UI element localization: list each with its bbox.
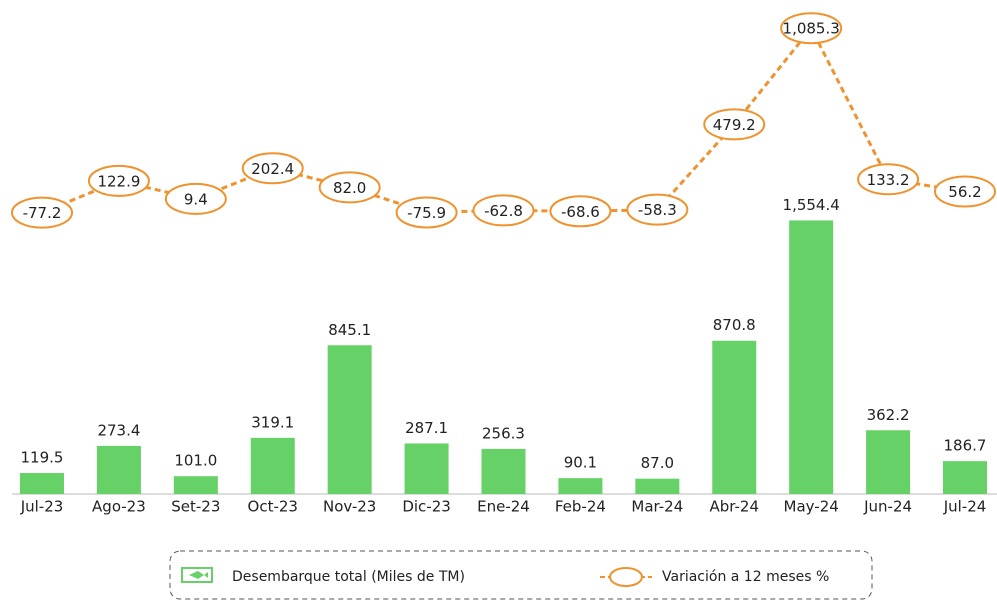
- bar-value-label: 362.2: [867, 406, 910, 424]
- bar-value-label: 845.1: [328, 321, 371, 339]
- legend-label: Desembarque total (Miles de TM): [232, 569, 465, 585]
- point-badge: [472, 194, 535, 227]
- point-badge: [934, 175, 996, 208]
- legend-box: [169, 550, 873, 600]
- point-badge: [857, 163, 920, 196]
- x-tick-label: Feb-24: [555, 498, 606, 516]
- bar-value-label: 90.1: [564, 454, 597, 472]
- bar: [20, 472, 64, 494]
- bar: [250, 437, 295, 494]
- bar-value-label: 1,554.4: [783, 196, 840, 214]
- x-tick-label: Jun-24: [863, 498, 912, 516]
- legend-fish-icon: [189, 571, 208, 579]
- point-badge: [626, 193, 689, 226]
- bar-value-label: 319.1: [251, 413, 294, 431]
- bar: [789, 220, 834, 494]
- x-tick-label: Oct-23: [248, 498, 298, 516]
- line-value-label: -75.9: [407, 204, 446, 222]
- point-badge: [164, 182, 227, 215]
- bar-value-label: 256.3: [482, 424, 525, 442]
- line-value-label: 56.2: [948, 183, 981, 201]
- legend-badge: [609, 567, 643, 587]
- bar: [481, 448, 526, 494]
- bar: [96, 445, 141, 494]
- point-badge: [549, 195, 612, 228]
- point-badge: [241, 152, 304, 185]
- bar: [866, 430, 911, 494]
- bar-value-label: 870.8: [713, 316, 756, 334]
- x-tick-label: Set-23: [171, 498, 220, 516]
- x-tick-label: Nov-23: [323, 498, 376, 516]
- bar: [943, 461, 987, 494]
- bar: [712, 340, 757, 494]
- point-badge: [703, 108, 766, 141]
- line-value-label: -68.6: [561, 203, 600, 221]
- point-badge: [318, 171, 381, 204]
- x-tick-label: Jul-23: [20, 498, 64, 516]
- bar-value-label: 287.1: [405, 419, 448, 437]
- x-tick-label: Mar-24: [631, 498, 683, 516]
- line-value-label: 82.0: [333, 179, 366, 197]
- point-badge: [780, 12, 843, 45]
- bar: [173, 476, 218, 494]
- line-value-label: 1,085.3: [783, 20, 840, 38]
- bar-value-label: 186.7: [944, 437, 987, 455]
- x-tick-label: May-24: [784, 498, 839, 516]
- bar-value-label: 273.4: [97, 421, 140, 439]
- bar: [558, 478, 603, 494]
- line-value-label: -62.8: [484, 202, 523, 220]
- point-badge: [395, 196, 458, 229]
- line-value-label: 9.4: [184, 190, 208, 208]
- point-badge: [11, 196, 73, 229]
- bar-value-label: 87.0: [641, 454, 674, 472]
- bar-value-label: 101.0: [174, 452, 217, 470]
- x-tick-label: Ago-23: [92, 498, 146, 516]
- line-value-label: -77.2: [23, 204, 62, 222]
- bar: [635, 478, 680, 494]
- bar: [327, 345, 372, 494]
- x-tick-label: Abr-24: [710, 498, 760, 516]
- line-value-label: -58.3: [638, 201, 677, 219]
- line-value-label: 122.9: [97, 172, 140, 190]
- bar-value-label: 119.5: [21, 448, 64, 466]
- legend-label: Variación a 12 meses %: [662, 569, 829, 585]
- line-value-label: 133.2: [867, 171, 910, 189]
- x-tick-label: Jul-24: [943, 498, 987, 516]
- x-tick-label: Dic-23: [402, 498, 450, 516]
- point-badge: [87, 164, 150, 197]
- x-tick-label: Ene-24: [477, 498, 530, 516]
- line-value-label: 479.2: [713, 116, 756, 134]
- bar: [404, 443, 449, 494]
- legend: Desembarque total (Miles de TM) Variación…: [181, 567, 829, 587]
- line-value-label: 202.4: [251, 160, 294, 178]
